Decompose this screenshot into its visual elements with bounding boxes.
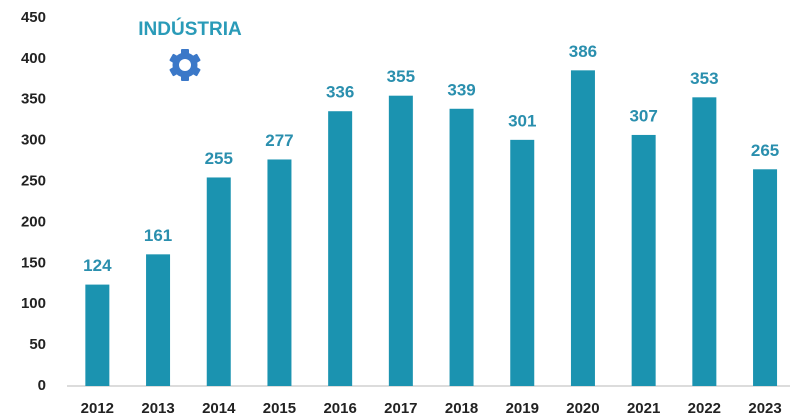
value-label: 307 bbox=[629, 106, 657, 125]
y-tick-label: 100 bbox=[21, 295, 46, 312]
bar bbox=[85, 284, 110, 386]
y-tick-label: 250 bbox=[21, 173, 46, 190]
bar bbox=[328, 111, 353, 386]
value-label: 124 bbox=[83, 256, 112, 275]
value-label: 255 bbox=[205, 149, 233, 168]
x-tick-label: 2021 bbox=[627, 400, 660, 417]
bar bbox=[753, 169, 778, 386]
bar bbox=[570, 70, 595, 387]
bar bbox=[206, 177, 231, 386]
y-tick-label: 200 bbox=[21, 213, 46, 230]
value-label: 161 bbox=[144, 226, 172, 245]
y-tick-label: 300 bbox=[21, 132, 46, 149]
value-label: 336 bbox=[326, 83, 354, 102]
bar bbox=[631, 134, 656, 386]
bar bbox=[388, 95, 413, 386]
y-tick-label: 0 bbox=[38, 377, 46, 394]
value-label: 265 bbox=[751, 141, 779, 160]
value-label: 339 bbox=[447, 80, 475, 99]
value-label: 353 bbox=[690, 69, 718, 88]
value-label: 277 bbox=[265, 131, 293, 150]
chart-title: INDÚSTRIA bbox=[138, 18, 242, 40]
y-tick-label: 450 bbox=[21, 9, 46, 26]
y-tick-label: 350 bbox=[21, 91, 46, 108]
bar bbox=[692, 97, 717, 386]
x-tick-label: 2022 bbox=[688, 400, 721, 417]
gear-icon bbox=[169, 49, 201, 81]
y-tick-label: 400 bbox=[21, 50, 46, 67]
x-tick-label: 2012 bbox=[81, 400, 114, 417]
x-tick-label: 2020 bbox=[566, 400, 599, 417]
bar bbox=[146, 254, 171, 386]
x-tick-label: 2016 bbox=[323, 400, 356, 417]
x-tick-label: 2015 bbox=[263, 400, 296, 417]
value-label: 355 bbox=[387, 67, 415, 86]
x-tick-label: 2014 bbox=[202, 400, 236, 417]
value-label: 386 bbox=[569, 42, 597, 61]
x-tick-label: 2023 bbox=[748, 400, 781, 417]
bar bbox=[267, 159, 292, 386]
x-tick-label: 2019 bbox=[506, 400, 539, 417]
bar bbox=[449, 108, 474, 387]
bar bbox=[510, 139, 535, 386]
x-tick-label: 2017 bbox=[384, 400, 417, 417]
x-tick-label: 2018 bbox=[445, 400, 478, 417]
value-label: 301 bbox=[508, 111, 536, 130]
x-tick-label: 2013 bbox=[141, 400, 174, 417]
y-tick-label: 150 bbox=[21, 254, 46, 271]
y-tick-label: 50 bbox=[29, 336, 46, 353]
